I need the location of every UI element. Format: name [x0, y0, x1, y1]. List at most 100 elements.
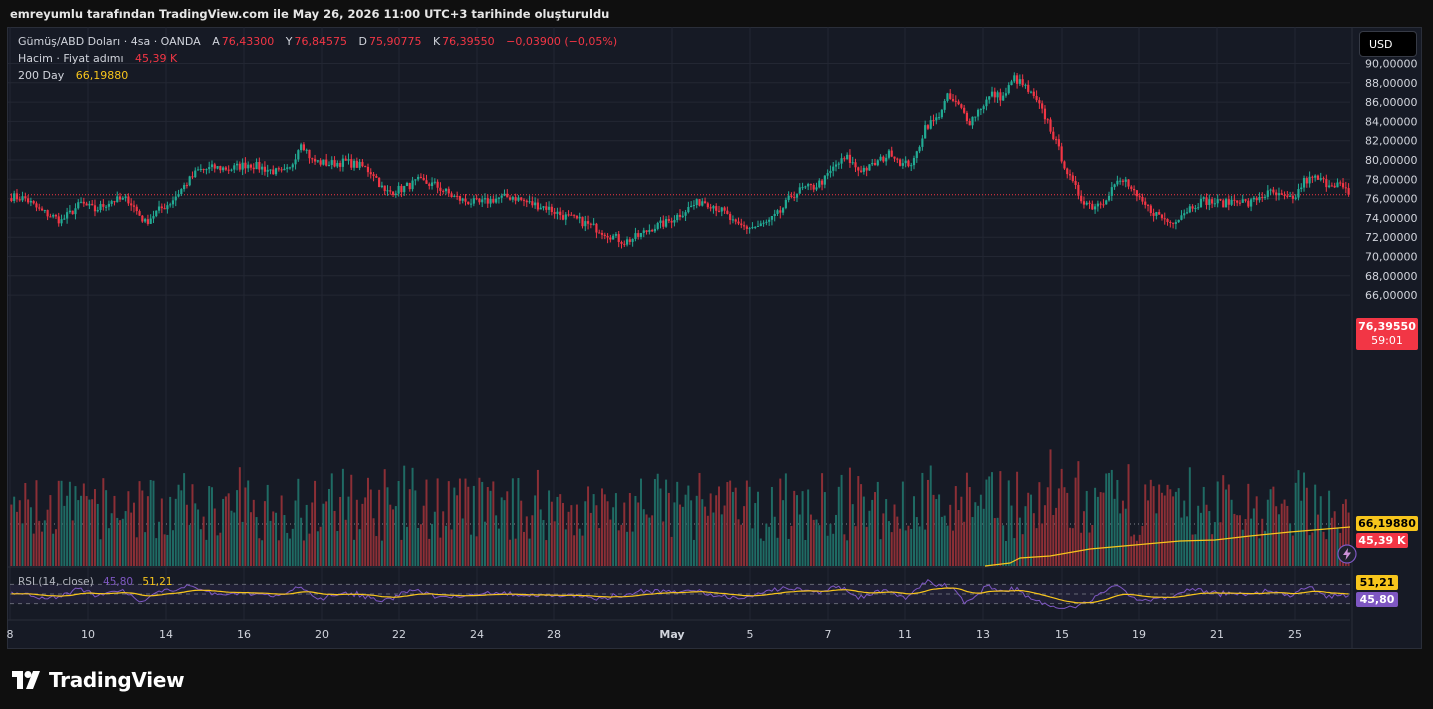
volume-bar	[573, 535, 576, 566]
candle-body	[545, 206, 548, 210]
candle-body	[358, 161, 361, 168]
volume-bar	[718, 486, 720, 566]
candle-body	[642, 230, 645, 233]
volume-bar	[848, 467, 851, 566]
volume-bar	[634, 495, 637, 566]
volume-bar	[93, 489, 96, 566]
volume-bar	[208, 486, 211, 566]
currency-button[interactable]: USD	[1359, 31, 1417, 57]
candle-body	[614, 234, 618, 236]
volume-bar	[495, 515, 498, 566]
volume-bar	[804, 539, 807, 566]
brand-logo[interactable]: TradingView	[12, 668, 185, 692]
volume-bar	[230, 510, 233, 566]
volume-bar	[450, 529, 453, 566]
volume-bar	[520, 500, 523, 566]
volume-bar	[486, 487, 489, 566]
volume-bar	[308, 533, 311, 566]
volume-bar	[219, 532, 222, 566]
volume-bar	[926, 479, 929, 566]
volume-bar	[1055, 507, 1058, 566]
volume-bar	[575, 504, 578, 566]
volume-bar	[266, 484, 269, 566]
volume-bar	[1135, 540, 1138, 566]
legend-ma-label[interactable]: 200 Day	[18, 69, 65, 82]
candle-body	[425, 180, 428, 184]
candle-body	[1286, 195, 1289, 197]
rsi-ma-tag: 51,21	[1356, 575, 1398, 590]
volume-bar	[113, 495, 116, 566]
volume-bar	[177, 484, 180, 566]
candle-body	[511, 197, 514, 200]
candle-body	[556, 211, 559, 214]
candle-body	[313, 158, 317, 162]
volume-bar	[648, 517, 651, 566]
candle-body	[32, 201, 35, 204]
candle-body	[1041, 103, 1044, 109]
candle-body	[1121, 180, 1125, 182]
candle-body	[478, 198, 481, 203]
volume-bar	[592, 494, 595, 566]
volume-bar	[1060, 468, 1063, 566]
candle-body	[631, 238, 634, 242]
volume-bar	[545, 540, 548, 566]
candle-body	[224, 167, 227, 170]
volume-bar	[216, 535, 219, 566]
y-tick-label: 66,00000	[1365, 289, 1418, 302]
candle-body	[1250, 199, 1253, 207]
candle-body	[305, 149, 308, 151]
candle-body	[742, 225, 746, 227]
volume-bar	[1155, 513, 1158, 566]
volume-bar	[116, 517, 119, 566]
candle-body	[1233, 199, 1236, 201]
candle-body	[194, 170, 197, 178]
volume-bar	[982, 508, 985, 566]
volume-bar	[124, 511, 127, 566]
candle-body	[219, 166, 222, 171]
candle-body	[561, 215, 565, 220]
volume-bar	[506, 491, 509, 566]
candle-body	[10, 198, 13, 202]
legend-symbol[interactable]: Gümüş/ABD Doları · 4sa · OANDA	[18, 35, 201, 48]
y-tick-label: 88,00000	[1365, 77, 1418, 90]
snapshot-caption: emreyumlu tarafından TradingView.com ile…	[10, 7, 610, 21]
volume-bar	[71, 520, 74, 566]
volume-bar	[1325, 539, 1328, 566]
volume-bar	[1316, 514, 1319, 566]
volume-bar	[397, 480, 400, 566]
candle-body	[868, 164, 871, 171]
candle-body	[378, 177, 381, 188]
volume-bar	[581, 535, 584, 566]
volume-bar	[584, 501, 587, 566]
legend-rsi-label[interactable]: RSI (14, close)	[18, 576, 94, 588]
candle-body	[188, 176, 191, 186]
candle-body	[1127, 179, 1130, 187]
candle-body	[1018, 79, 1021, 84]
legend-volume-label[interactable]: Hacim · Fiyat adımı	[18, 52, 124, 65]
legend-close: 76,39550	[442, 35, 495, 48]
volume-bar	[1004, 540, 1007, 566]
candle-body	[1135, 190, 1138, 197]
candle-body	[695, 199, 698, 206]
volume-bar	[773, 516, 776, 566]
candle-body	[1094, 206, 1097, 210]
lightning-icon[interactable]	[1337, 544, 1357, 564]
candle-body	[645, 230, 648, 232]
candle-body	[294, 159, 297, 165]
volume-bar	[709, 493, 712, 566]
volume-bar	[1077, 461, 1080, 566]
volume-bar	[1030, 494, 1033, 566]
volume-bar	[392, 509, 395, 566]
volume-bar	[1336, 527, 1339, 566]
volume-bar	[862, 496, 865, 566]
volume-bar	[386, 487, 389, 566]
volume-bar	[793, 490, 796, 566]
volume-bar	[729, 480, 732, 566]
volume-bar	[224, 496, 227, 566]
volume-bar	[768, 526, 771, 566]
candle-body	[818, 180, 821, 188]
volume-bar	[405, 526, 408, 566]
candle-body	[191, 176, 194, 178]
candle-body	[659, 220, 662, 223]
